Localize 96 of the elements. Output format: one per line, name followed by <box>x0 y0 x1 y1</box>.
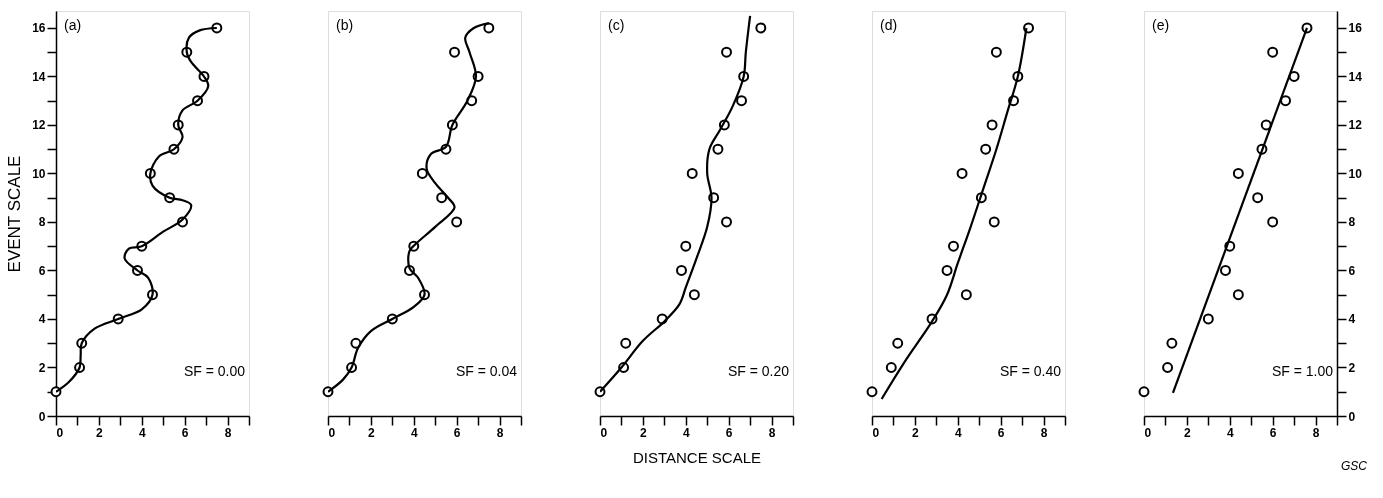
x-tick-label: 2 <box>1184 425 1192 440</box>
y-tick-label: 10 <box>1348 166 1363 181</box>
point <box>686 168 698 179</box>
annotation: (a) <box>64 17 82 33</box>
point <box>620 337 632 349</box>
x-tick-label: 6 <box>997 425 1005 440</box>
x-tick-label: 4 <box>682 425 690 440</box>
annotation: (b) <box>336 17 354 33</box>
x-tick-label: 6 <box>725 425 733 440</box>
y-tick-label: 16 <box>32 21 46 36</box>
y-tick-label: 2 <box>1348 361 1356 375</box>
y-tick-label: 16 <box>1348 21 1363 36</box>
x-tick-label: 2 <box>96 425 104 440</box>
y-tick-label: 14 <box>1348 69 1363 84</box>
point <box>736 95 748 107</box>
x-tick-label: 2 <box>912 425 920 440</box>
point <box>885 362 897 373</box>
y-tick-label: 12 <box>1348 118 1363 133</box>
point <box>1288 71 1300 82</box>
x-tick-label: 0 <box>1144 425 1152 440</box>
y-tick-label: 0 <box>38 409 46 424</box>
y-tick-label: 10 <box>32 166 46 181</box>
point <box>483 22 495 34</box>
point <box>755 22 767 34</box>
annotation: SF = 0.40 <box>999 363 1062 379</box>
y-tick-label: 4 <box>1348 312 1356 327</box>
point <box>1023 22 1035 34</box>
point <box>1166 337 1178 349</box>
point <box>990 46 1002 58</box>
annotation: (c) <box>608 17 625 33</box>
x-tick-label: 8 <box>1312 425 1320 440</box>
point <box>1202 313 1214 325</box>
x-tick-label: 4 <box>410 425 418 440</box>
x-tick-label: 6 <box>181 425 189 440</box>
y-tick-label: 6 <box>1348 263 1356 278</box>
point <box>721 46 732 58</box>
y-tick-label: 2 <box>38 361 46 375</box>
y-tick-label: 6 <box>38 263 46 278</box>
point <box>1232 289 1244 301</box>
x-tick-label: 6 <box>1269 425 1277 440</box>
x-tick-label: 4 <box>1226 425 1234 440</box>
point <box>436 192 448 204</box>
point <box>1267 216 1279 228</box>
x-tick-label: 4 <box>954 425 962 440</box>
point <box>1138 386 1150 398</box>
y-tick-label: 8 <box>38 215 46 230</box>
point <box>956 168 968 179</box>
annotation: SF = 0.04 <box>455 363 518 379</box>
point <box>988 216 1000 228</box>
point <box>1280 95 1292 107</box>
x-tick-label: 8 <box>1040 425 1048 440</box>
annotation: (d) <box>880 17 898 33</box>
x-tick-label: 6 <box>453 425 461 440</box>
x-tick-label: 2 <box>640 425 648 440</box>
point <box>1162 362 1174 373</box>
point <box>948 240 959 252</box>
x-tick-label: 8 <box>768 425 776 440</box>
point <box>941 265 953 276</box>
point <box>1252 192 1264 204</box>
x-tick-label: 0 <box>600 425 608 440</box>
x-tick-label: 0 <box>328 425 336 440</box>
point <box>960 289 972 301</box>
point <box>1232 168 1244 179</box>
text: GSC <box>1340 459 1368 473</box>
point <box>676 265 687 276</box>
x-tick-label: 2 <box>368 425 376 440</box>
point <box>721 216 732 228</box>
point <box>892 337 904 349</box>
annotation: SF = 0.20 <box>727 363 790 379</box>
x-tick-label: 8 <box>224 425 232 440</box>
point <box>986 119 998 131</box>
x-tick-label: 4 <box>138 425 146 440</box>
y-tick-label: 4 <box>38 312 46 327</box>
point <box>1220 265 1231 276</box>
point <box>416 168 428 179</box>
point <box>451 216 463 228</box>
y-tick-label: 12 <box>32 118 46 133</box>
point <box>1267 46 1279 58</box>
annotation: SF = 1.00 <box>1271 363 1334 379</box>
x-tick-label: 0 <box>56 425 64 440</box>
point <box>1260 119 1272 131</box>
x-tick-label: 8 <box>496 425 504 440</box>
point <box>712 143 724 155</box>
point <box>449 46 460 58</box>
point <box>688 289 700 301</box>
annotation: (e) <box>1152 17 1170 33</box>
point <box>980 143 992 155</box>
y-tick-label: 8 <box>1348 215 1356 230</box>
point <box>866 386 878 398</box>
y-axis-title: EVENT SCALE <box>5 155 25 273</box>
y-tick-label: 14 <box>32 69 46 84</box>
x-axis-title: DISTANCE SCALE <box>632 448 762 466</box>
point <box>680 240 692 252</box>
y-tick-label: 0 <box>1348 409 1356 424</box>
annotation: SF = 0.00 <box>183 363 246 379</box>
x-tick-label: 0 <box>872 425 880 440</box>
